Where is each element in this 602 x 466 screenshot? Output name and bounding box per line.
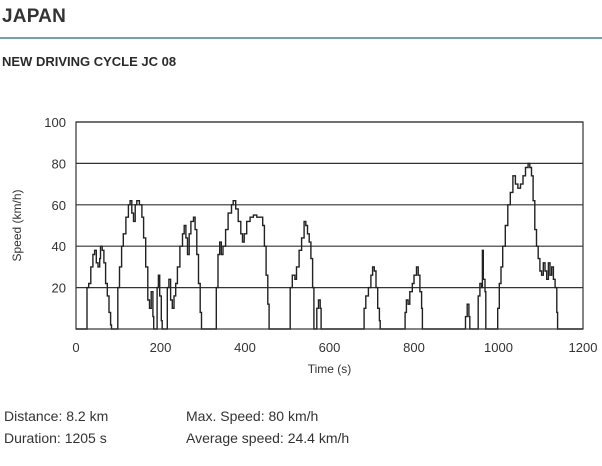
x-axis-label: Time (s) — [308, 362, 352, 376]
max-speed-stat: Max. Speed: 80 km/h — [186, 408, 319, 424]
cycle-title: NEW DRIVING CYCLE JC 08 — [2, 54, 177, 69]
speed-trace — [76, 162, 583, 330]
y-axis-label: Speed (km/h) — [10, 189, 24, 261]
region-title: JAPAN — [2, 6, 66, 27]
x-tick-label: 800 — [403, 340, 425, 355]
y-tick-label: 80 — [52, 156, 66, 171]
x-tick-label: 1200 — [569, 340, 598, 355]
header-divider — [0, 37, 602, 39]
y-tick-label: 100 — [44, 115, 66, 130]
y-tick-label: 20 — [52, 281, 66, 296]
x-tick-label: 1000 — [484, 340, 513, 355]
y-tick-label: 40 — [52, 239, 66, 254]
distance-stat: Distance: 8.2 km — [4, 408, 109, 424]
x-tick-label: 0 — [72, 340, 79, 355]
x-tick-label: 600 — [319, 340, 341, 355]
plot-frame — [75, 121, 584, 330]
x-tick-label: 400 — [234, 340, 256, 355]
x-tick-label: 200 — [150, 340, 172, 355]
duration-stat: Duration: 1205 s — [4, 430, 107, 446]
cycle-stats: Distance: 8.2 km Max. Speed: 80 km/h Dur… — [4, 405, 349, 449]
average-speed-stat: Average speed: 24.4 km/h — [186, 430, 350, 446]
y-tick-label: 60 — [52, 198, 66, 213]
grid-lines — [76, 121, 583, 289]
